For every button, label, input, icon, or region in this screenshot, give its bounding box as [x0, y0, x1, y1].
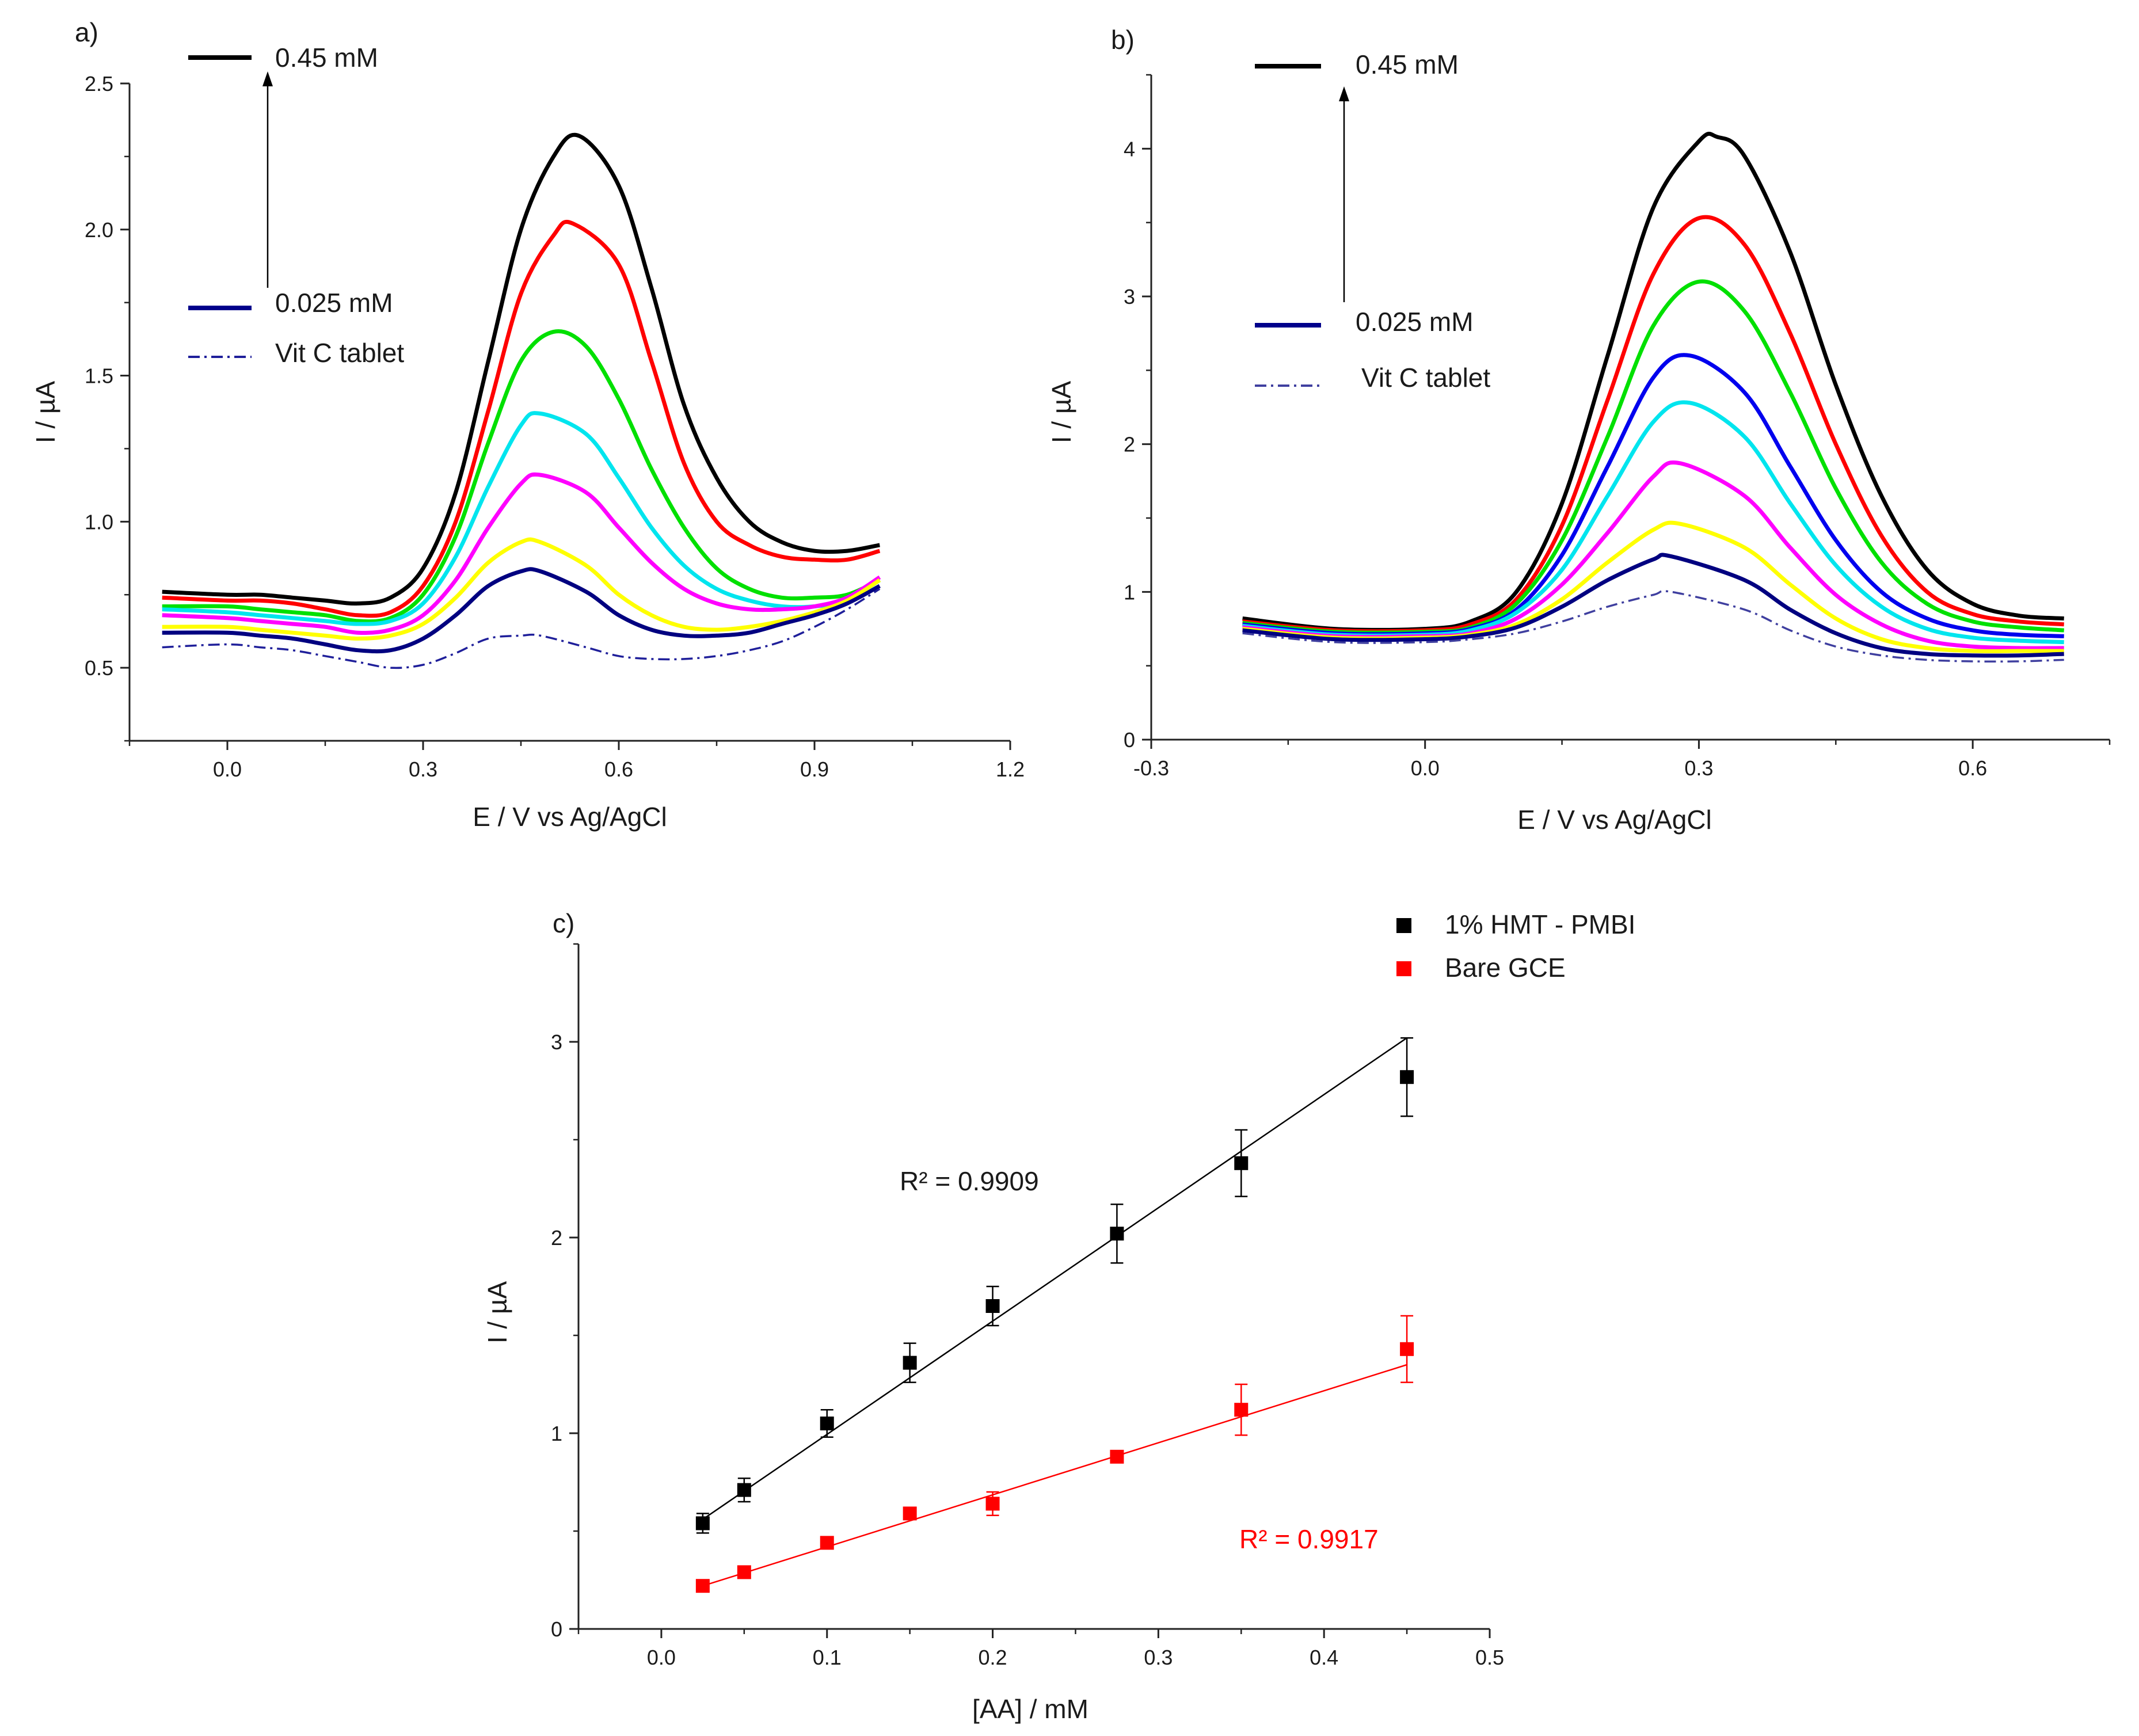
panel-c-legend-marker-bare — [1396, 961, 1411, 976]
data-point — [1110, 1449, 1124, 1464]
concentration-curve — [162, 219, 881, 618]
panel-a-legend-label-tablet: Vit C tablet — [275, 338, 404, 368]
x-tick-label: 0.3 — [1144, 1646, 1173, 1669]
data-point — [903, 1356, 917, 1370]
panel-a-legend-label-high: 0.45 mM — [275, 43, 378, 73]
panel-c-label: c) — [553, 908, 574, 938]
panel-b-chart: b) -0.3 0.0 0.3 0.6 0 1 2 3 4 E / V vs Ag/AgCl I… — [1046, 25, 2111, 835]
y-tick-label: 1.0 — [85, 510, 113, 534]
y-tick-label: 0 — [1124, 728, 1135, 752]
data-point — [695, 1579, 710, 1593]
panel-a-chart: a) 0.0 0.3 0.6 0.9 1.2 0.5 1.0 1.5 2.0 2.5 E / V … — [31, 17, 1025, 832]
y-tick-label: 1 — [1124, 580, 1135, 604]
fit-line — [702, 1037, 1407, 1520]
panel-b-legend-label-tablet: Vit C tablet — [1361, 363, 1490, 393]
concentration-curve — [162, 567, 881, 654]
panel-a-legend-label-low: 0.025 mM — [275, 288, 393, 318]
panel-b-x-axis-title: E / V vs Ag/AgCl — [1517, 805, 1711, 835]
panel-b-legend-label-low: 0.025 mM — [1356, 307, 1474, 337]
y-tick-label: 2.0 — [85, 218, 113, 242]
y-tick-label: 2.5 — [85, 72, 113, 96]
data-point — [737, 1483, 751, 1497]
y-tick-label: 0.5 — [85, 656, 113, 680]
panel-a-x-axis-title: E / V vs Ag/AgCl — [473, 802, 667, 832]
panel-b-arrow-head — [1339, 86, 1349, 101]
y-tick-label: 3 — [551, 1030, 562, 1054]
panel-a-arrow-head — [262, 71, 273, 86]
x-tick-label: 0.6 — [1958, 756, 1987, 780]
panel-c-y-axis-title: I / µA — [482, 1281, 512, 1344]
x-tick-label: 0.0 — [1411, 756, 1440, 780]
panel-a-y-axis-title: I / µA — [31, 381, 60, 444]
concentration-curve — [162, 411, 881, 626]
data-point — [1400, 1342, 1414, 1356]
concentration-curve — [162, 537, 881, 641]
data-point — [1234, 1156, 1249, 1170]
data-point — [985, 1497, 1000, 1511]
panel-c-r-squared-bare: R² = 0.9917 — [1239, 1524, 1379, 1554]
concentration-curve — [1242, 131, 2064, 632]
y-tick-label: 2 — [1124, 433, 1135, 456]
x-tick-label: 0.5 — [1475, 1646, 1504, 1669]
concentration-curve — [1242, 553, 2064, 658]
y-tick-label: 3 — [1124, 285, 1135, 309]
concentration-curve — [162, 472, 881, 635]
y-tick-label: 0 — [551, 1617, 562, 1641]
x-tick-label: 0.2 — [979, 1646, 1007, 1669]
x-tick-label: 0.1 — [813, 1646, 842, 1669]
data-point — [1110, 1227, 1124, 1241]
concentration-curve — [162, 329, 881, 624]
y-tick-label: 4 — [1124, 137, 1135, 161]
x-tick-label: 0.3 — [409, 757, 437, 781]
panel-b-y-axis-title: I / µA — [1046, 381, 1076, 444]
panel-a-label: a) — [75, 17, 98, 47]
x-tick-label: 0.0 — [647, 1646, 676, 1669]
x-tick-label: 0.0 — [213, 757, 242, 781]
data-point — [1400, 1070, 1414, 1084]
y-tick-label: 1.5 — [85, 364, 113, 388]
data-point — [820, 1417, 834, 1430]
data-point — [695, 1516, 710, 1531]
panel-c-legend-marker-modified — [1396, 918, 1411, 933]
data-point — [820, 1536, 834, 1550]
data-point — [1234, 1403, 1249, 1417]
x-tick-label: 1.2 — [996, 757, 1025, 781]
x-tick-label: 0.6 — [604, 757, 633, 781]
panel-c-chart: c) 0.0 0.1 0.2 0.3 0.4 0.5 0 1 2 3 [AA] / mM I / … — [482, 908, 1635, 1724]
data-point — [985, 1299, 1000, 1313]
panel-c-legend-label-bare: Bare GCE — [1445, 953, 1566, 983]
panel-b-label: b) — [1111, 25, 1135, 55]
panel-c-r-squared-modified: R² = 0.9909 — [900, 1166, 1039, 1196]
x-tick-label: -0.3 — [1133, 756, 1169, 780]
data-point — [903, 1506, 917, 1521]
y-tick-label: 2 — [551, 1226, 562, 1250]
vitamin-c-tablet-curve — [1242, 589, 2064, 663]
concentration-curve — [162, 132, 880, 606]
panel-c-legend-label-modified: 1% HMT - PMBI — [1445, 909, 1635, 939]
x-tick-label: 0.4 — [1310, 1646, 1338, 1669]
y-tick-label: 1 — [551, 1422, 562, 1445]
x-tick-label: 0.9 — [800, 757, 829, 781]
panel-c-x-axis-title: [AA] / mM — [972, 1694, 1088, 1724]
x-tick-label: 0.3 — [1684, 756, 1713, 780]
data-point — [737, 1565, 751, 1579]
vitamin-c-tablet-curve — [162, 588, 881, 669]
concentration-curve — [1242, 215, 2064, 634]
panel-b-legend-label-high: 0.45 mM — [1356, 50, 1459, 79]
